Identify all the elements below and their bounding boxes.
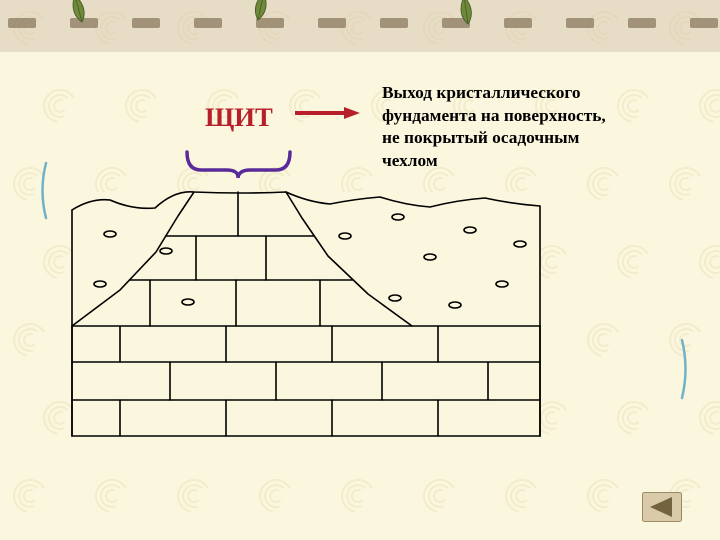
shield-description: Выход кристаллического фундамента на пов… (382, 82, 606, 172)
diagram-svg (0, 0, 720, 540)
shield-title: ЩИТ (205, 102, 273, 133)
triangle-left-icon (642, 492, 682, 522)
back-button[interactable] (642, 492, 682, 522)
slide-stage: ЩИТ Выход кристаллического фундамента на… (0, 0, 720, 540)
